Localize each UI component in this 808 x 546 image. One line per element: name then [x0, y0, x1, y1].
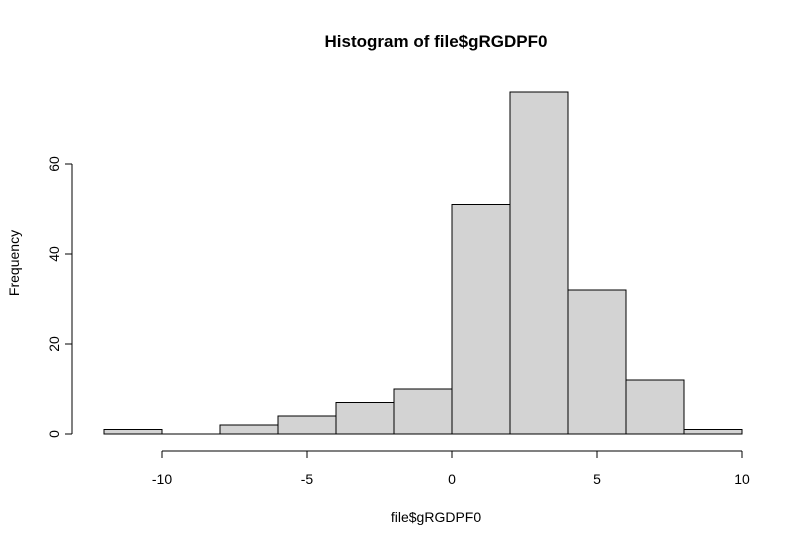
- x-tick-label: -10: [152, 471, 172, 487]
- x-tick-label: 5: [593, 471, 601, 487]
- x-tick-label: -5: [301, 471, 314, 487]
- histogram-bar: [277, 415, 337, 435]
- histogram-bar: [683, 429, 743, 435]
- y-tick-label: 0: [46, 430, 62, 438]
- histogram-bar: [219, 424, 279, 435]
- x-axis-label: file$gRGDPF0: [391, 509, 481, 525]
- y-tick-label: 60: [46, 156, 62, 172]
- histogram-bar: [509, 91, 569, 435]
- y-tick-label: 40: [46, 246, 62, 262]
- chart-title: Histogram of file$gRGDPF0: [325, 32, 548, 51]
- x-tick-label: 0: [448, 471, 456, 487]
- histogram-bar: [335, 402, 395, 435]
- bars-group: [103, 91, 743, 435]
- x-tick-label: 10: [734, 471, 750, 487]
- y-tick-label: 20: [46, 336, 62, 352]
- x-axis: -10 -5 0 5 10: [152, 450, 750, 487]
- histogram-bar: [625, 379, 685, 435]
- histogram-bar: [103, 429, 163, 435]
- y-axis: 0 20 40 60: [46, 156, 73, 438]
- histogram-bar: [451, 204, 511, 435]
- histogram-bar: [567, 289, 627, 435]
- histogram-bar: [393, 388, 453, 435]
- y-axis-label: Frequency: [6, 230, 22, 296]
